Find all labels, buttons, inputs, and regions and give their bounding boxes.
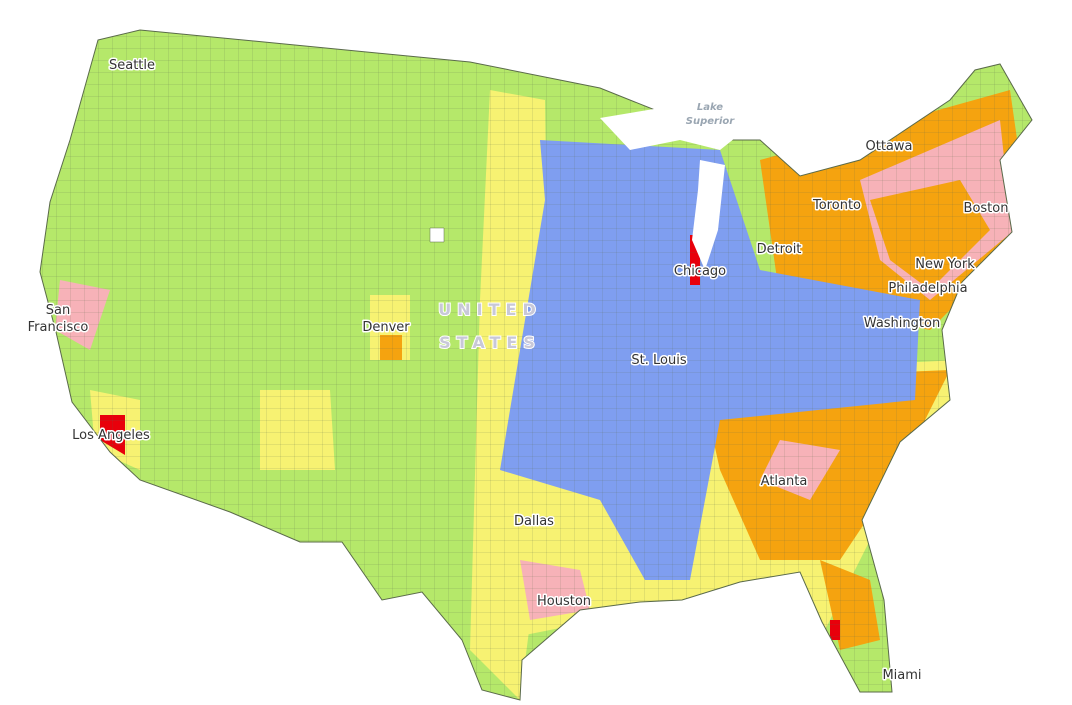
city-label: San — [46, 303, 70, 318]
city-label: Seattle — [109, 58, 155, 73]
city-label: Boston — [964, 201, 1009, 216]
blank-county — [429, 227, 445, 243]
city-label: Toronto — [812, 198, 861, 213]
city-label: Philadelphia — [888, 281, 967, 296]
country-label: UNITED — [438, 300, 541, 319]
city-label: New York — [915, 257, 975, 272]
lake-superior — [600, 108, 745, 150]
city-label: Washington — [864, 316, 940, 331]
city-label: Ottawa — [866, 139, 913, 154]
city-label: Miami — [882, 668, 921, 683]
city-label: Dallas — [514, 514, 554, 529]
labels: Lake Superior UNITED STATES San Francisc… — [26, 57, 1010, 685]
lake-label: Lake — [697, 102, 723, 113]
lake-label: Superior — [686, 116, 735, 127]
city-label: Los Angeles — [72, 428, 150, 443]
city-label: Atlanta — [761, 474, 808, 489]
lake-michigan — [692, 160, 725, 270]
city-label: Detroit — [757, 242, 802, 257]
country-label: STATES — [439, 333, 541, 352]
city-label: St. Louis — [631, 353, 686, 368]
city-label: Denver — [362, 320, 410, 335]
city-label: Francisco — [28, 320, 89, 335]
city-label: Houston — [537, 594, 591, 609]
city-label: Chicago — [674, 264, 726, 279]
